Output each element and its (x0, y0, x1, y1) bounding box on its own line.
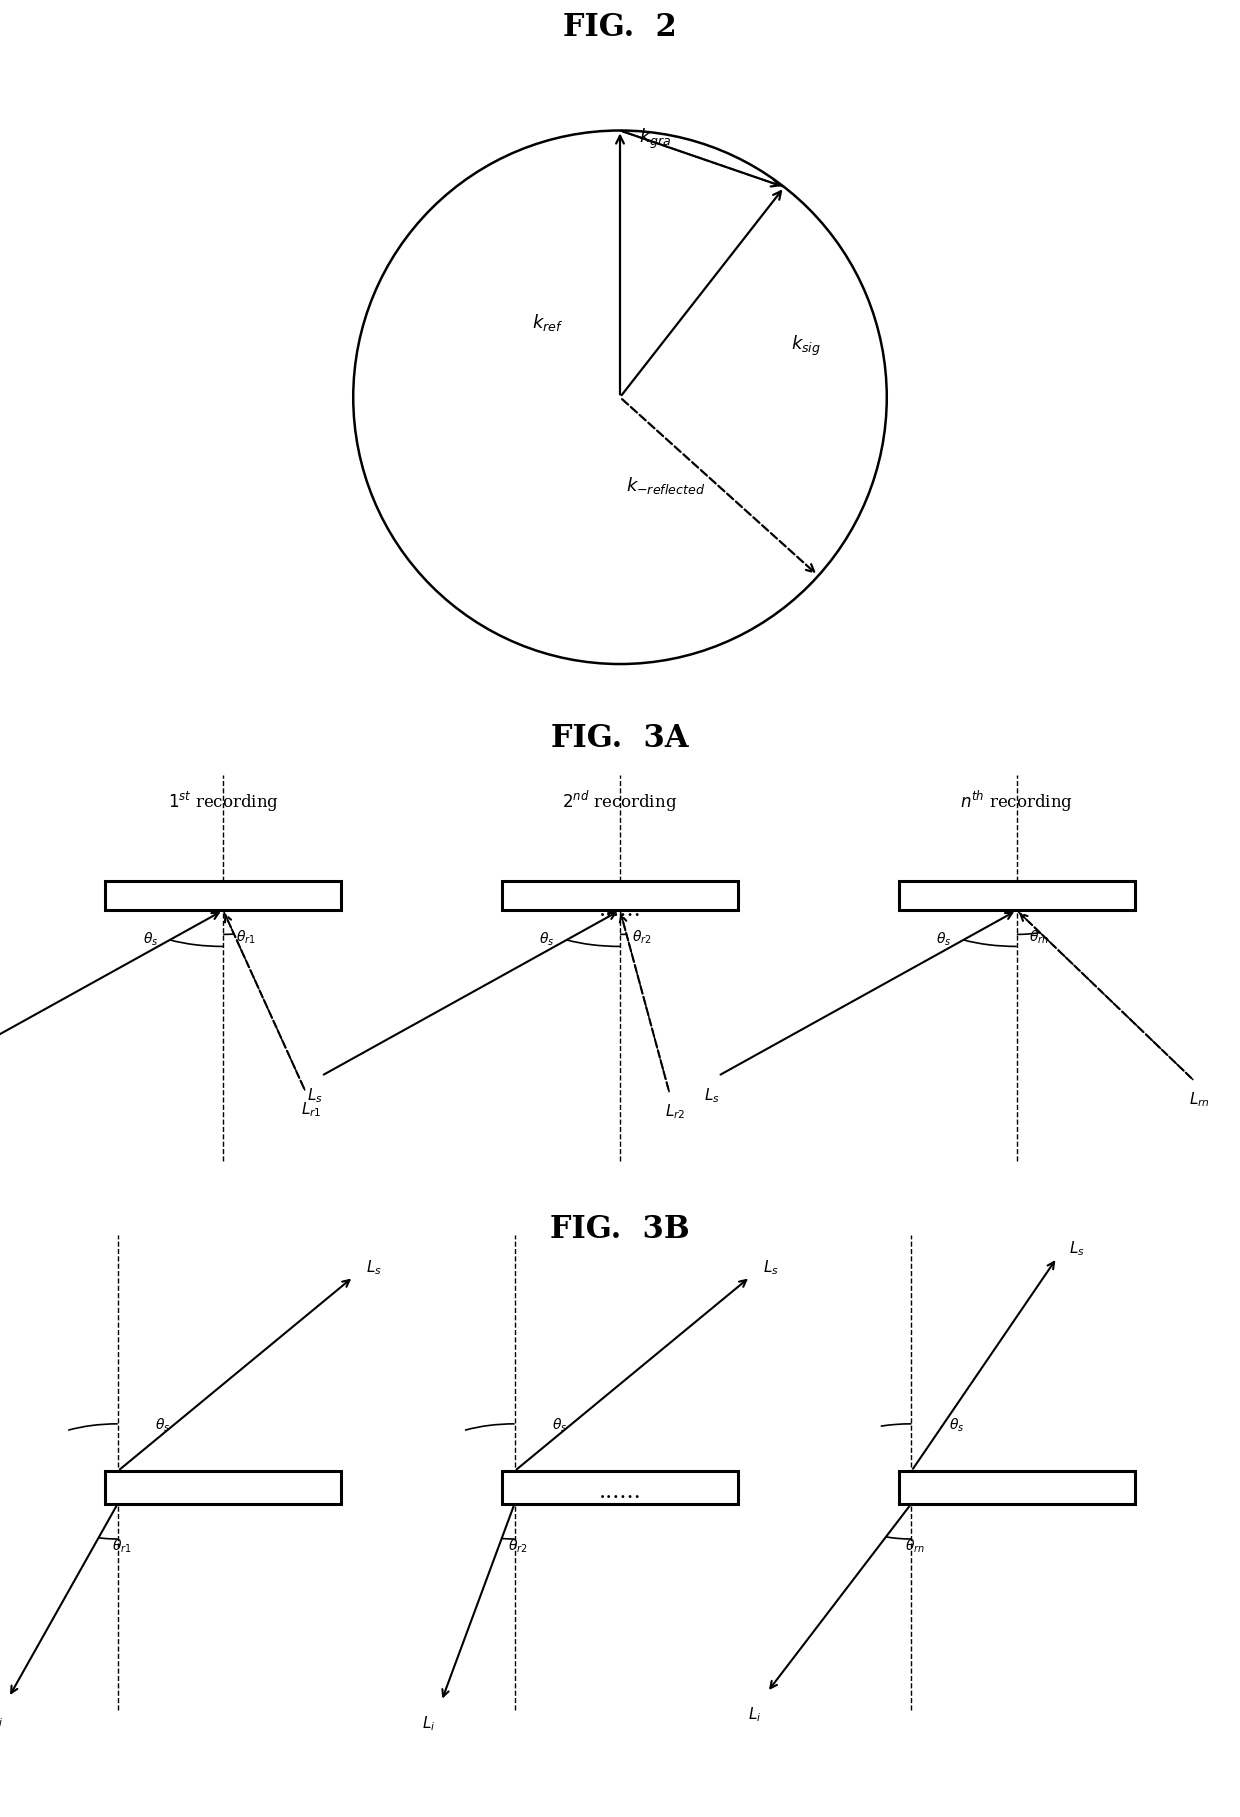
Text: $2^{nd}$ recording: $2^{nd}$ recording (563, 789, 677, 814)
Bar (105, 1472, 341, 1503)
Text: $L_s$: $L_s$ (704, 1087, 719, 1105)
Text: $\theta_s$: $\theta_s$ (155, 1417, 170, 1434)
Text: $L_{rn}$: $L_{rn}$ (1189, 1090, 1210, 1108)
Text: $k_{ref}$: $k_{ref}$ (532, 313, 563, 333)
Bar (899, 881, 1135, 910)
Text: $\theta_{rn}$: $\theta_{rn}$ (905, 1537, 925, 1555)
Text: FIG.  3B: FIG. 3B (551, 1214, 689, 1245)
Text: $k_{gra}$: $k_{gra}$ (639, 127, 671, 151)
Text: ......: ...... (599, 899, 641, 921)
Bar (502, 881, 738, 910)
Text: $\theta_{r1}$: $\theta_{r1}$ (236, 928, 255, 947)
Text: $k_{-reflected}$: $k_{-reflected}$ (626, 476, 706, 496)
Text: FIG.  3A: FIG. 3A (552, 723, 688, 754)
Text: $\theta_{r2}$: $\theta_{r2}$ (508, 1537, 528, 1555)
Text: $\theta_{r1}$: $\theta_{r1}$ (112, 1537, 131, 1555)
Bar (899, 1472, 1135, 1503)
Text: $L_{r2}$: $L_{r2}$ (665, 1103, 686, 1121)
Text: $L_i$: $L_i$ (0, 1710, 2, 1728)
Text: $k_{sig}$: $k_{sig}$ (791, 334, 821, 358)
Text: FIG.  2: FIG. 2 (563, 11, 677, 42)
Text: $\theta_s$: $\theta_s$ (949, 1417, 963, 1434)
Text: $L_{r1}$: $L_{r1}$ (301, 1101, 321, 1119)
Text: $\theta_s$: $\theta_s$ (143, 930, 157, 948)
Text: $L_s$: $L_s$ (308, 1087, 322, 1105)
Text: ......: ...... (599, 1481, 641, 1503)
Text: $\theta_s$: $\theta_s$ (936, 930, 951, 948)
Text: $\theta_s$: $\theta_s$ (552, 1417, 567, 1434)
Text: $L_s$: $L_s$ (1069, 1239, 1085, 1257)
Text: $n^{th}$ recording: $n^{th}$ recording (960, 789, 1074, 814)
Bar (502, 1472, 738, 1503)
Bar (105, 881, 341, 910)
Text: $\theta_s$: $\theta_s$ (539, 930, 554, 948)
Text: $L_i$: $L_i$ (423, 1713, 435, 1733)
Text: $1^{st}$ recording: $1^{st}$ recording (167, 790, 279, 814)
Text: $L_s$: $L_s$ (763, 1257, 779, 1277)
Text: $\theta_{r2}$: $\theta_{r2}$ (632, 928, 652, 947)
Text: $L_i$: $L_i$ (748, 1704, 761, 1724)
Text: $L_s$: $L_s$ (366, 1257, 382, 1277)
Text: $\theta_{rn}$: $\theta_{rn}$ (1029, 928, 1049, 947)
